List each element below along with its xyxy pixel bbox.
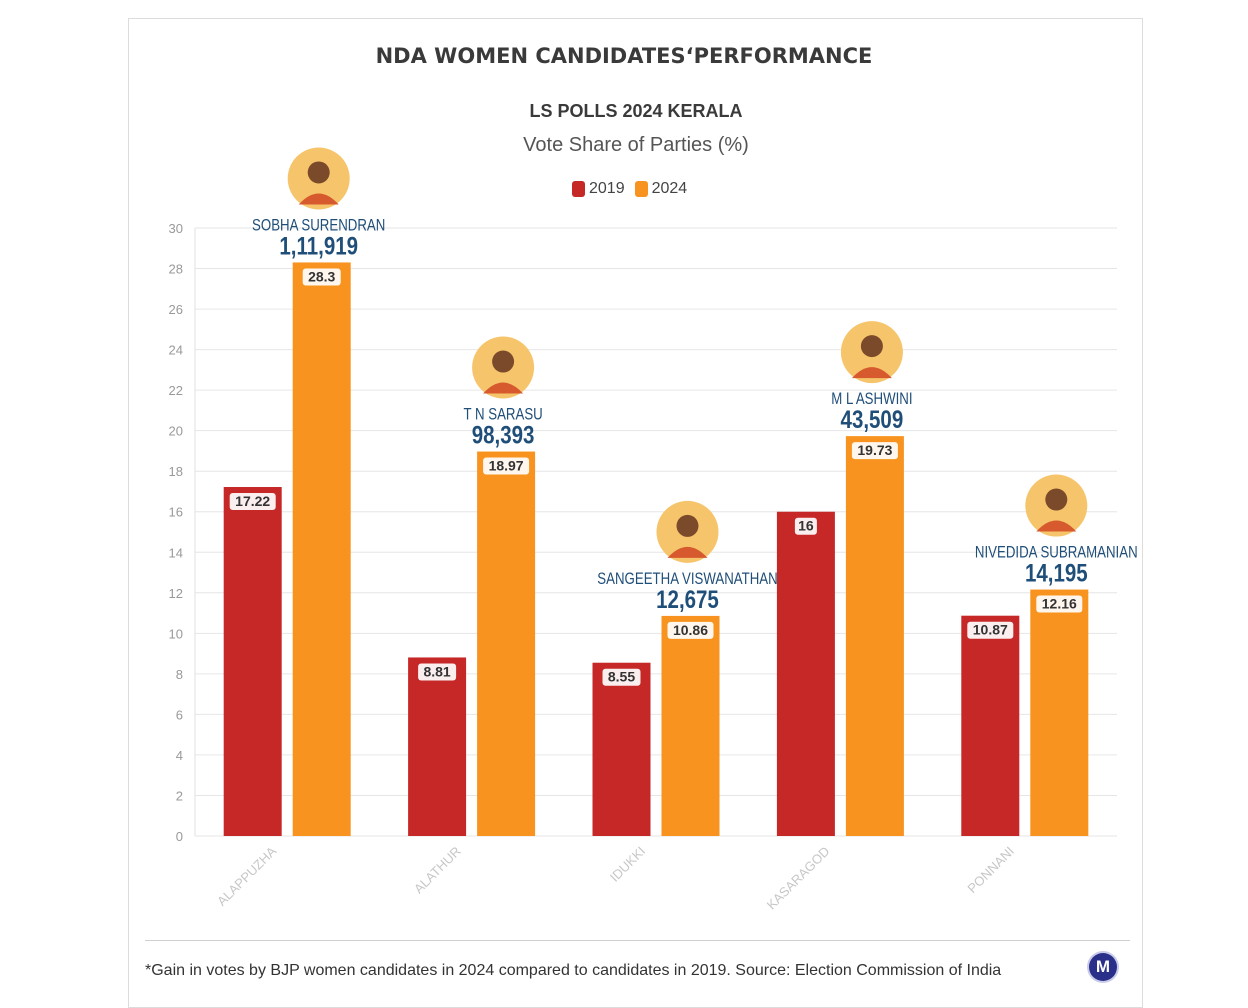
candidate-name: NIVEDIDA SUBRAMANIAN [975,543,1138,562]
candidate-votes: 43,509 [841,405,904,433]
data-label-2019: 17.22 [235,493,270,509]
y-tick-label: 12 [169,586,183,601]
x-tick-label: ALAPPUZHA [214,843,279,908]
data-label-2019: 16 [798,518,814,534]
y-tick-label: 20 [169,424,183,439]
chart-subtitle: LS POLLS 2024 KERALA [529,101,743,121]
data-label-box [418,663,457,681]
chart-title: NDA WOMEN CANDIDATESʻPERFORMANCE [375,44,873,68]
y-tick-label: 8 [176,667,183,682]
y-tick-label: 14 [169,545,183,560]
candidate-votes: 12,675 [656,585,719,613]
data-label-box [1036,595,1083,613]
footer-divider [145,940,1130,941]
data-label-2024: 28.3 [308,268,335,284]
bar-2024-idukki [661,615,720,836]
bar-2024-alathur [477,451,536,836]
y-tick-label: 18 [169,464,183,479]
legend-label-2019: 2019 [589,180,625,197]
avatar-body-icon [298,193,339,205]
data-label-box [967,621,1014,639]
x-tick-label: ALATHUR [411,844,464,897]
y-tick-label: 6 [176,707,183,722]
bar-2019-idukki [592,662,651,836]
chart-ylabel: Vote Share of Parties (%) [523,134,749,156]
avatar-face-icon [307,161,330,184]
data-label-box [483,457,530,475]
bar-2024-kasaragod [845,436,904,836]
bar-2019-ponnani [961,615,1020,836]
brand-logo-icon: M [1089,953,1117,981]
data-label-2019: 8.55 [608,669,635,685]
candidate-name: M L ASHWINI [831,390,912,409]
avatar-body-icon [667,546,708,558]
avatar-face-icon [676,514,699,537]
data-label-box [229,493,276,511]
y-tick-label: 0 [176,829,183,844]
avatar-face-icon [492,350,515,373]
candidate-name: T N SARASU [463,405,542,424]
avatar-body-icon [483,382,524,394]
y-tick-label: 30 [169,221,183,236]
bar-2024-alappuzha [292,262,351,836]
candidate-votes: 1,11,919 [279,231,358,259]
data-label-box [794,517,817,535]
y-tick-label: 10 [169,626,183,641]
candidate-name: SANGEETHA VISWANATHAN [597,569,777,588]
y-tick-label: 4 [176,748,183,763]
data-label-box [851,442,898,460]
x-tick-label: KASARAGOD [764,844,833,913]
bar-2019-alathur [408,657,467,836]
legend: 2019 2024 [572,180,687,198]
candidate-votes: 98,393 [472,421,535,449]
avatar-body-icon [851,367,892,379]
y-tick-label: 28 [169,262,183,277]
legend-swatch-2019 [572,181,585,197]
data-label-2024: 18.97 [489,458,524,474]
legend-swatch-2024 [634,181,648,197]
bar-2024-ponnani [1030,589,1089,836]
y-tick-label: 2 [176,788,183,803]
data-label-2019: 8.81 [423,663,450,679]
data-label-2024: 10.86 [673,622,708,638]
legend-item-2024[interactable]: 2024 [634,180,688,198]
legend-label-2024: 2024 [651,180,688,197]
candidate-votes: 14,195 [1025,559,1088,587]
x-tick-label: PONNANI [964,844,1016,896]
footnote: *Gain in votes by BJP women candidates i… [145,962,1002,979]
bar-2019-kasaragod [776,511,835,836]
data-label-2024: 12.16 [1042,596,1077,612]
legend-item-2019[interactable]: 2019 [572,180,625,198]
y-tick-label: 24 [169,343,183,358]
avatar-face-icon [860,335,883,358]
data-label-box [302,268,341,286]
bar-2019-alappuzha [223,487,282,836]
data-label-2024: 19.73 [857,442,892,458]
avatar-face-icon [1045,488,1068,511]
data-label-2019: 10.87 [973,622,1008,638]
y-tick-label: 16 [169,505,183,520]
y-tick-label: 22 [169,383,183,398]
x-tick-label: IDUKKI [607,844,648,885]
data-label-box [602,668,641,686]
candidate-name: SOBHA SURENDRAN [252,216,385,235]
y-tick-label: 26 [169,302,183,317]
avatar-body-icon [1036,520,1077,532]
data-label-box [667,621,714,639]
